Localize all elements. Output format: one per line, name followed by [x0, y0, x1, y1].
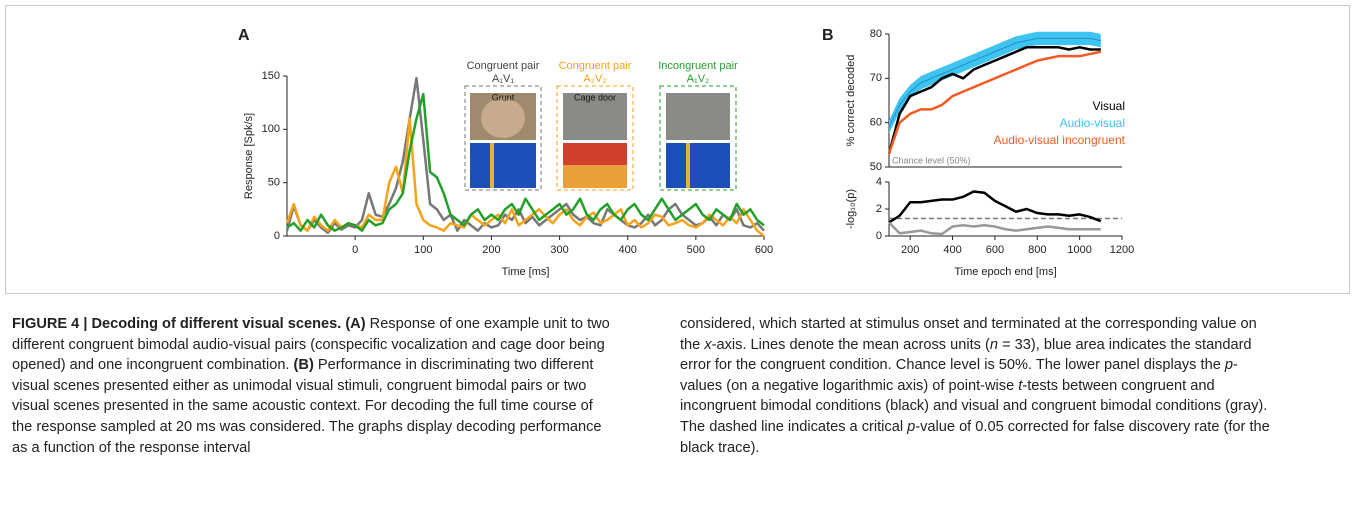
- caption-run: -values (on a negative logarithmic axis)…: [680, 357, 1238, 394]
- figure-frame: [5, 5, 1350, 294]
- y-tick-label: 100: [262, 123, 280, 135]
- series-line: [888, 221, 1101, 236]
- spectrogram-band: [563, 165, 627, 188]
- x-tick-label: 800: [1028, 244, 1046, 256]
- series-line: [888, 37, 1101, 128]
- caption-right: considered, which started at stimulus on…: [680, 314, 1280, 458]
- y-tick-label: 0: [876, 230, 882, 242]
- stimulus-pair: A₁V₂: [687, 73, 710, 85]
- series-line: [887, 46, 1101, 155]
- panel-label: A: [238, 27, 250, 44]
- y-tick-label: 0: [274, 230, 280, 242]
- stimulus-pair: A₁V₁: [492, 73, 514, 85]
- y-tick-label: 50: [268, 177, 280, 189]
- spectrogram: [666, 143, 730, 188]
- caption-run: (B): [293, 357, 314, 374]
- caption-run: = 33), blue area indicates the standard …: [680, 336, 1252, 374]
- stimulus-label: Cage door: [574, 92, 616, 102]
- y-axis-label: -log₁₀(p): [845, 189, 857, 229]
- caption-run: FIGURE 4 | Decoding of different visual …: [12, 316, 366, 332]
- series-line: [286, 92, 765, 232]
- cage-photo: [666, 93, 730, 140]
- caption-run: -value of 0.05 corrected for false disco…: [680, 418, 1270, 456]
- stimulus-header: Congruent pair: [467, 60, 540, 72]
- x-axis-label: Time [ms]: [502, 266, 550, 278]
- cage-photo: [563, 93, 627, 140]
- monkey-face: [481, 98, 525, 138]
- x-tick-label: 1000: [1067, 244, 1091, 256]
- series-line: [285, 76, 765, 235]
- x-tick-label: 400: [943, 244, 961, 256]
- x-tick-label: 600: [755, 244, 773, 256]
- x-tick-label: 200: [901, 244, 919, 256]
- y-axis-label: Response [Spk/s]: [243, 113, 255, 199]
- x-tick-label: 600: [986, 244, 1004, 256]
- caption-run: considered, which started at stimulus on…: [680, 316, 1257, 353]
- stimulus-box: [659, 85, 737, 191]
- caption-run: p: [1224, 357, 1233, 374]
- x-tick-label: 200: [482, 244, 500, 256]
- stimulus-label: Grunt: [492, 92, 515, 102]
- caption-run: -tests between congruent and incongruent…: [680, 377, 1268, 435]
- caption-run: t: [1018, 377, 1023, 394]
- caption-left: FIGURE 4 | Decoding of different visual …: [12, 314, 612, 458]
- x-tick-label: 100: [414, 244, 432, 256]
- y-tick-label: 60: [870, 117, 882, 129]
- caption-run: Performance in discriminating two differ…: [12, 357, 602, 456]
- panel-label: B: [822, 27, 834, 44]
- chance-annotation: Chance level (50%): [892, 155, 971, 165]
- caption-run: n: [989, 336, 999, 353]
- series-line: [285, 117, 765, 237]
- y-tick-label: 70: [870, 72, 882, 84]
- legend-entry: Audio-visual incongruent: [994, 133, 1126, 147]
- y-tick-label: 50: [870, 161, 882, 173]
- y-tick-label: 2: [876, 203, 882, 215]
- stimulus-panels: [464, 85, 737, 191]
- stimulus-header: Congruent pair: [559, 60, 632, 72]
- x-tick-label: 0: [352, 244, 358, 256]
- spectrogram-burst: [686, 143, 690, 188]
- series-line: [887, 50, 1102, 155]
- y-tick-label: 150: [262, 70, 280, 82]
- caption-run: -axis. Lines denote the mean across unit…: [711, 336, 990, 353]
- x-axis-label: Time epoch end [ms]: [954, 266, 1056, 278]
- stimulus-box: [464, 85, 542, 191]
- spectrogram-burst: [490, 143, 494, 188]
- y-tick-label: 4: [876, 176, 882, 188]
- stimulus-header: Incongruent pair: [658, 60, 738, 72]
- caption-run: Response of one example unit to two diff…: [12, 316, 610, 374]
- spectrogram: [470, 143, 536, 188]
- x-tick-label: 500: [687, 244, 705, 256]
- x-tick-label: 1200: [1110, 244, 1134, 256]
- y-axis-label: % correct decoded: [845, 55, 857, 147]
- caption-run: p: [907, 418, 916, 435]
- x-tick-label: 300: [550, 244, 568, 256]
- stimulus-pair: A₂V₂: [583, 73, 606, 85]
- legend-entry: Audio-visual: [1060, 116, 1125, 130]
- legend-entry: Visual: [1093, 99, 1125, 113]
- stimulus-box: [556, 85, 634, 191]
- caption-run: x: [704, 336, 712, 353]
- y-tick-label: 80: [870, 28, 882, 40]
- x-tick-label: 400: [619, 244, 637, 256]
- series-line: [888, 190, 1102, 224]
